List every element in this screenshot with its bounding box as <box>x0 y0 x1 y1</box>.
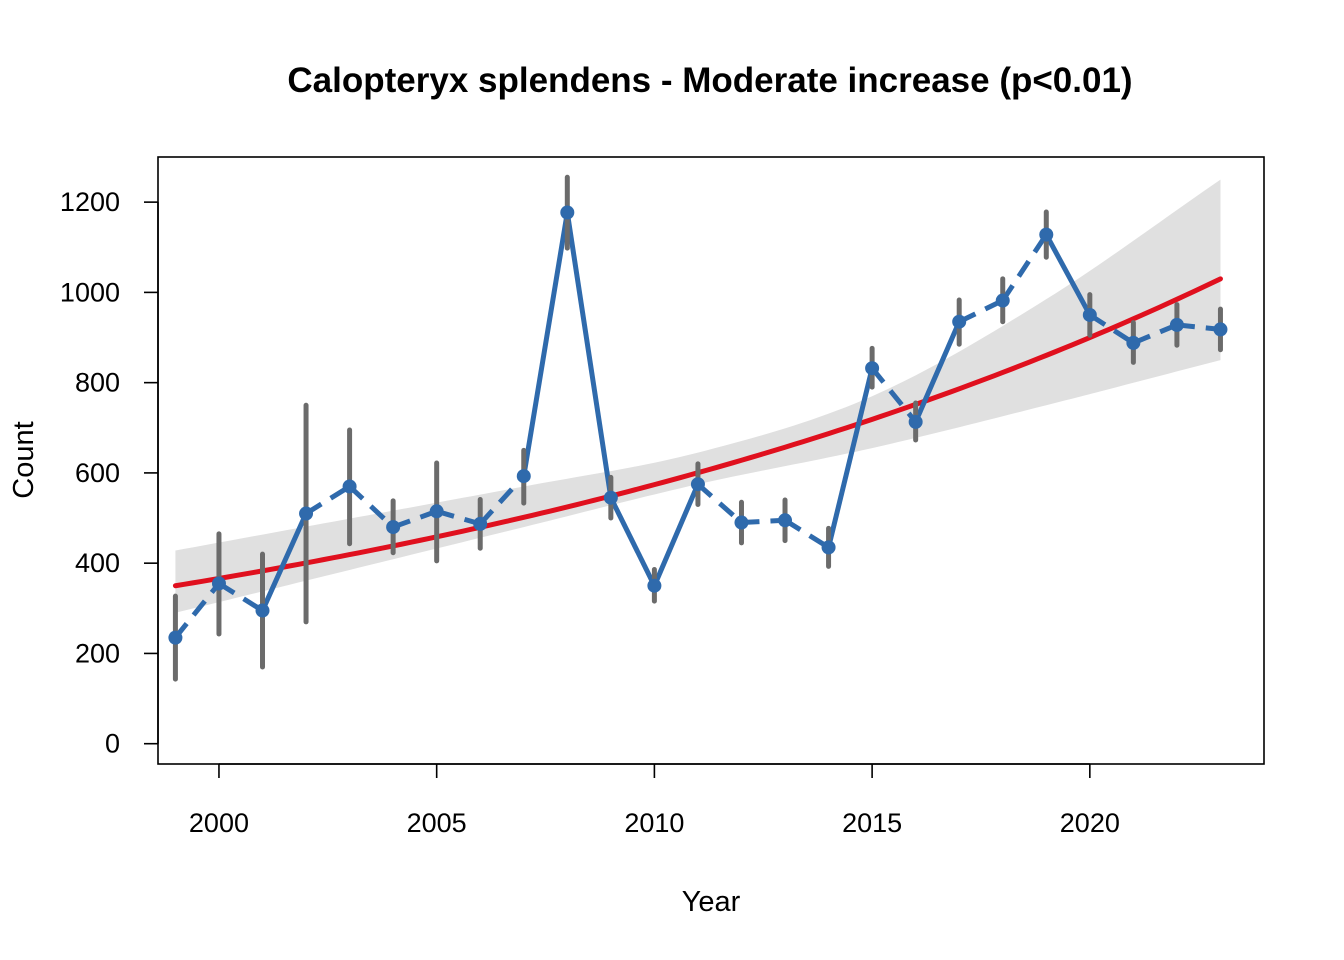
data-point <box>342 479 357 494</box>
data-point <box>516 469 531 484</box>
data-point <box>647 578 662 593</box>
data-point <box>1039 227 1054 242</box>
data-point <box>211 576 226 591</box>
confidence-band <box>175 179 1221 613</box>
chart-title: Calopteryx splendens - Moderate increase… <box>287 61 1132 100</box>
x-tick-label: 2000 <box>189 808 249 838</box>
data-point <box>1213 322 1228 337</box>
series-segment <box>1088 312 1135 346</box>
data-point <box>255 603 270 618</box>
observed-series-layer <box>173 212 1221 640</box>
data-point <box>299 506 314 521</box>
y-axis: 0 200 400 600 800 1000 1200 <box>60 187 159 759</box>
data-point <box>734 515 749 530</box>
x-axis-label: Year <box>682 886 741 918</box>
series-segment <box>741 517 786 526</box>
x-tick-label: 2020 <box>1060 808 1120 838</box>
series-segment <box>478 474 526 526</box>
y-axis-label: Count <box>8 421 40 498</box>
data-point <box>865 361 880 376</box>
data-point <box>690 477 705 492</box>
data-point <box>429 504 444 519</box>
data-point <box>952 314 967 329</box>
series-segment <box>826 367 875 548</box>
data-point <box>908 414 923 429</box>
confidence-band-layer <box>175 179 1221 613</box>
series-segment <box>783 518 830 550</box>
data-point-layer <box>168 205 1228 645</box>
error-bar-layer <box>172 174 1223 682</box>
data-point <box>560 205 575 220</box>
y-tick-label: 0 <box>105 729 120 759</box>
data-point <box>995 293 1010 308</box>
series-segment <box>260 512 309 612</box>
y-tick-label: 1200 <box>60 187 120 217</box>
data-point <box>1169 317 1184 332</box>
data-point <box>1126 335 1141 350</box>
series-segment <box>1044 233 1093 317</box>
y-tick-label: 600 <box>75 458 120 488</box>
series-segment <box>870 366 918 424</box>
series-segment <box>1000 233 1049 302</box>
series-segment <box>521 212 570 477</box>
y-tick-label: 800 <box>75 368 120 398</box>
series-segment <box>913 320 962 423</box>
y-tick-label: 1000 <box>60 277 120 307</box>
data-point <box>168 630 183 645</box>
series-segment <box>173 581 221 640</box>
series-segment <box>347 484 395 529</box>
series-segment <box>652 483 701 587</box>
data-point <box>386 520 401 535</box>
series-segment <box>392 508 438 530</box>
y-tick-label: 200 <box>75 638 120 668</box>
data-point <box>1082 307 1097 322</box>
data-point <box>778 513 793 528</box>
data-point <box>603 490 618 505</box>
data-point <box>821 540 836 555</box>
series-segment <box>608 496 657 587</box>
y-tick-label: 400 <box>75 548 120 578</box>
x-tick-label: 2005 <box>407 808 467 838</box>
x-tick-label: 2010 <box>624 808 684 838</box>
series-segment <box>304 484 351 516</box>
x-axis: 2000 2005 2010 2015 2020 <box>189 763 1120 838</box>
series-segment <box>696 482 744 525</box>
series-segment <box>435 508 481 527</box>
series-segment <box>1132 322 1178 346</box>
x-tick-label: 2015 <box>842 808 902 838</box>
data-point <box>473 516 488 531</box>
series-segment <box>564 212 614 499</box>
series-segment <box>1176 322 1221 332</box>
series-segment <box>958 298 1004 324</box>
series-segment <box>217 581 264 613</box>
